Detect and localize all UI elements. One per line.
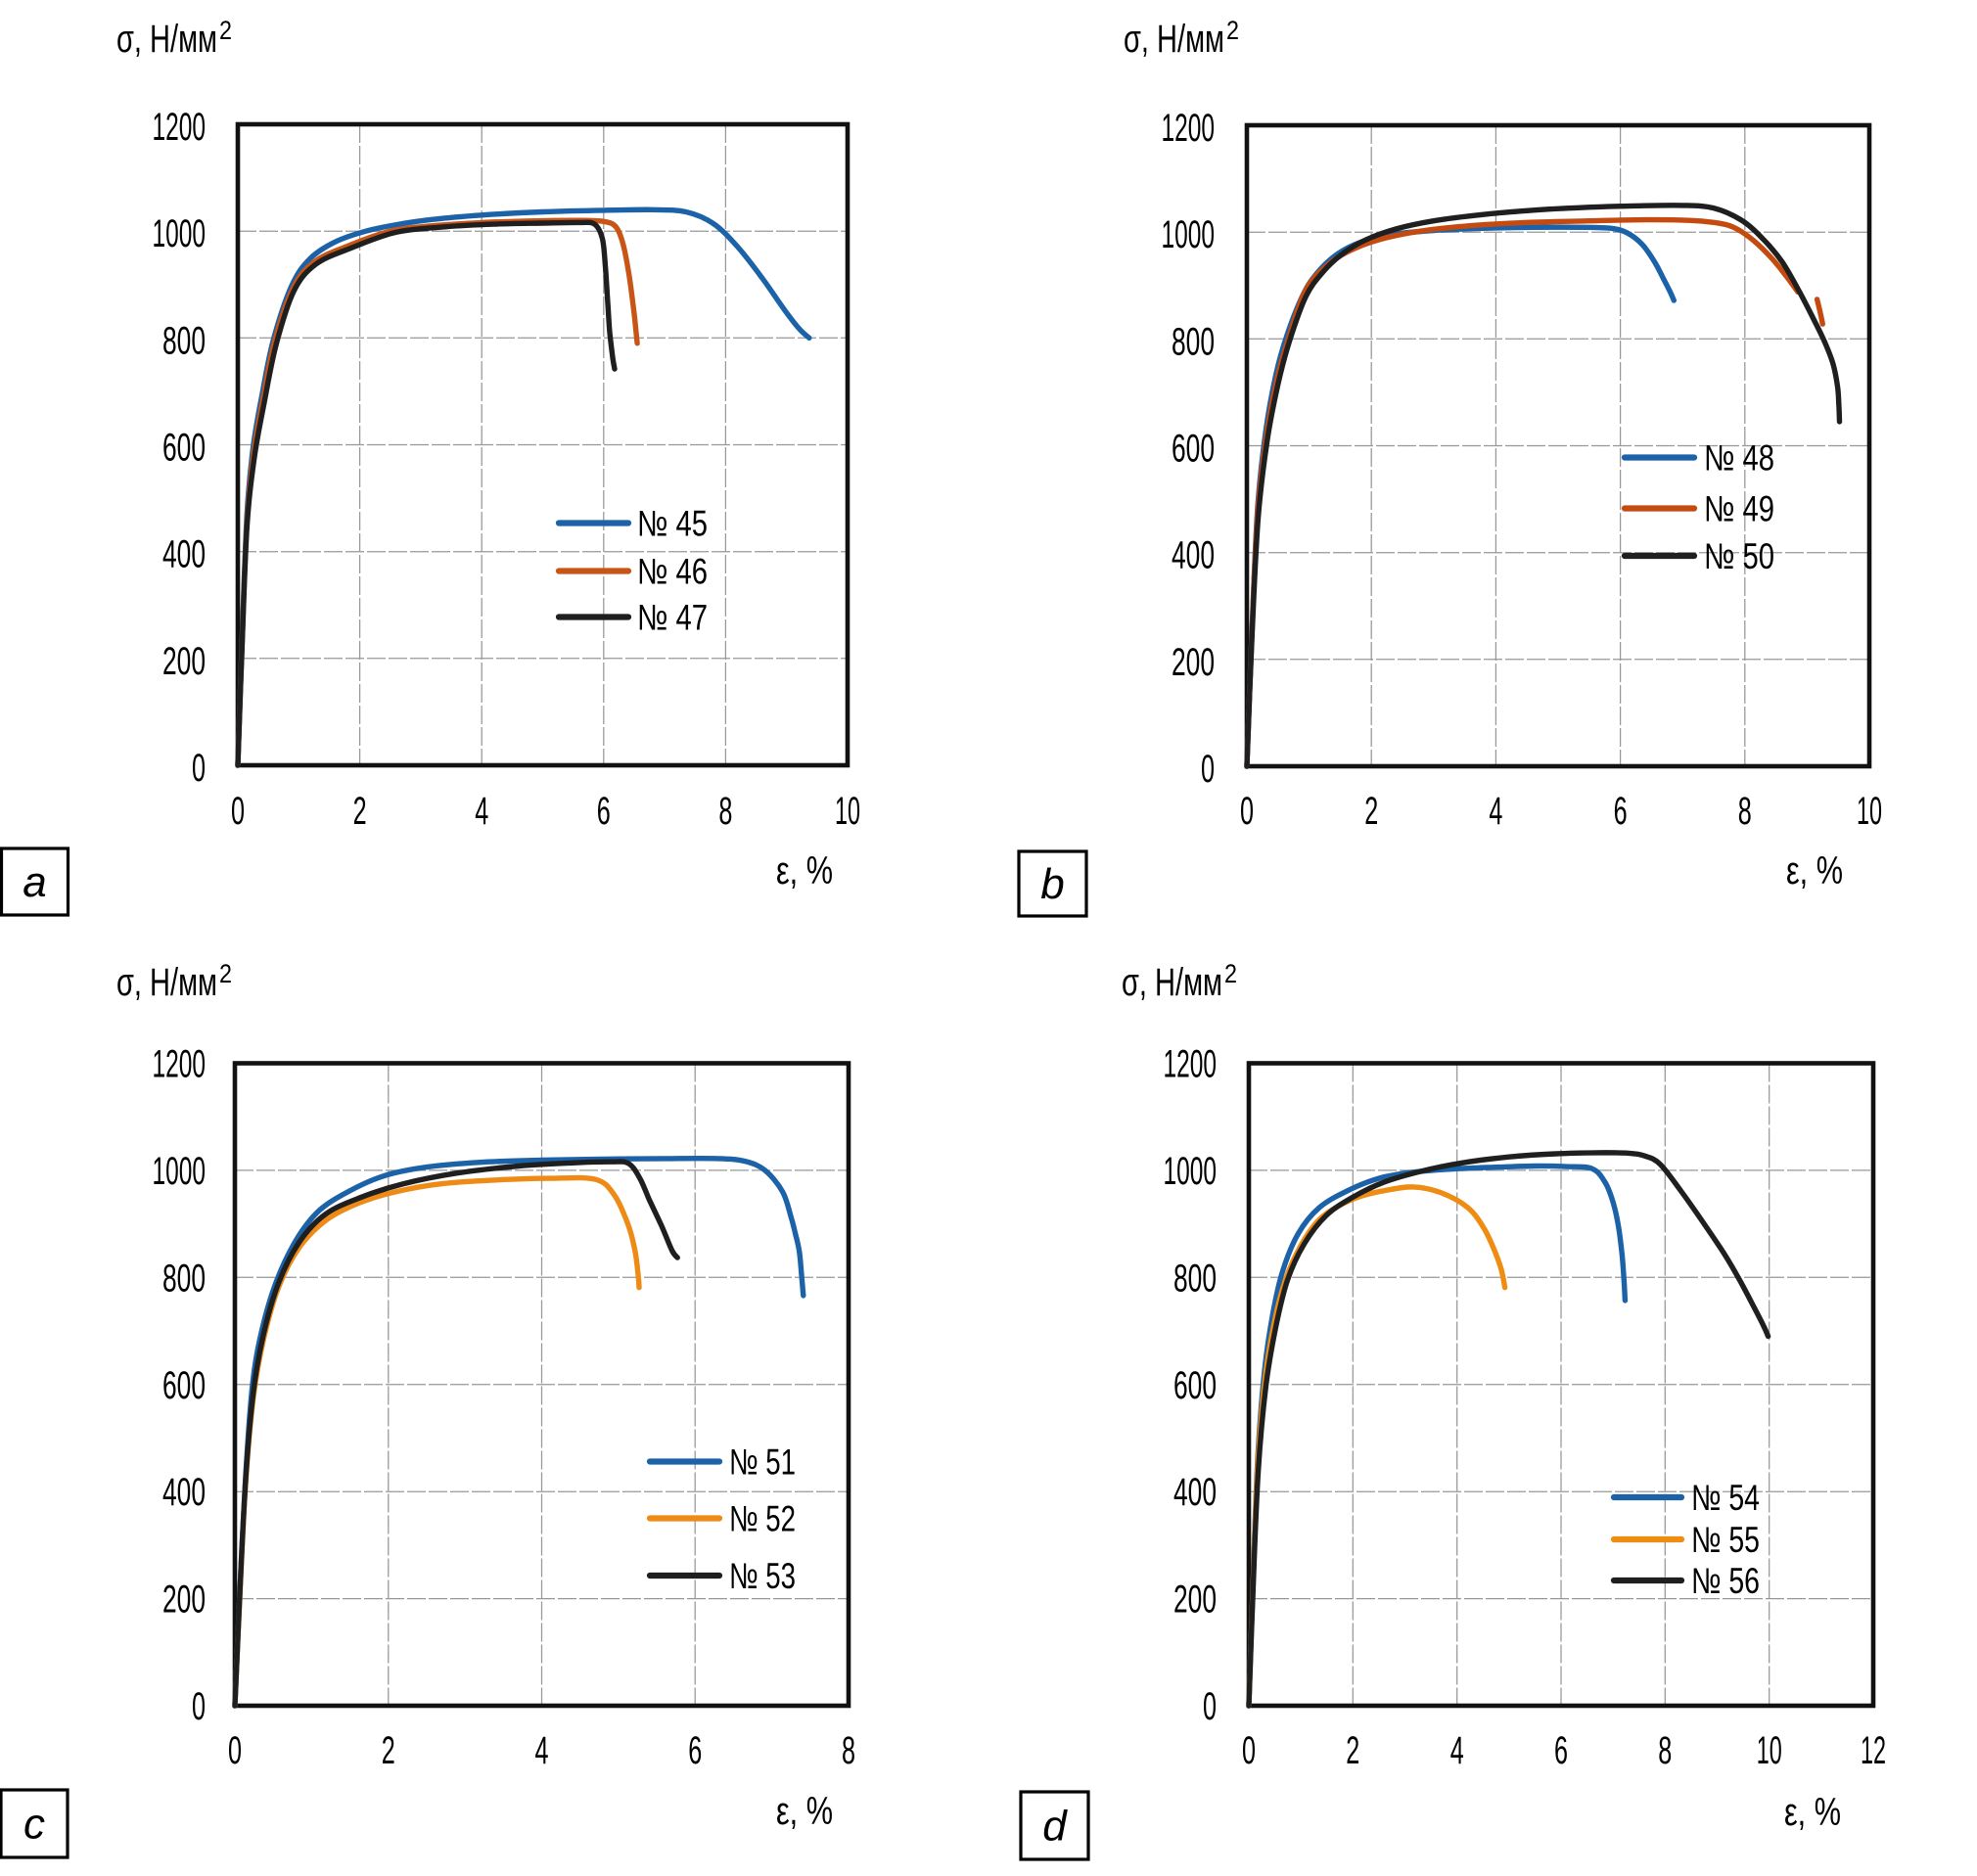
svg-text:8: 8 — [718, 790, 732, 833]
svg-text:1200: 1200 — [1164, 1043, 1218, 1086]
svg-text:2: 2 — [382, 1729, 395, 1772]
svg-text:ε, %: ε, % — [776, 849, 833, 892]
svg-text:800: 800 — [1172, 320, 1215, 363]
svg-text:4: 4 — [535, 1729, 549, 1772]
svg-text:4: 4 — [1489, 790, 1502, 833]
svg-text:ε, %: ε, % — [776, 1790, 833, 1833]
svg-text:c: c — [23, 1801, 45, 1849]
svg-text:b: b — [1040, 860, 1064, 908]
svg-text:№ 53: № 53 — [729, 1556, 796, 1596]
svg-text:12: 12 — [1861, 1729, 1886, 1772]
svg-text:8: 8 — [842, 1729, 855, 1772]
svg-text:2: 2 — [219, 959, 232, 988]
svg-text:σ, Н/мм: σ, Н/мм — [116, 961, 217, 1004]
svg-text:400: 400 — [1173, 1471, 1217, 1514]
svg-text:200: 200 — [162, 1579, 206, 1622]
svg-text:a: a — [23, 858, 46, 906]
svg-text:№ 45: № 45 — [637, 504, 708, 544]
svg-text:σ, Н/мм: σ, Н/мм — [1124, 18, 1224, 61]
svg-text:1200: 1200 — [153, 106, 207, 149]
svg-text:600: 600 — [1172, 428, 1215, 471]
svg-text:0: 0 — [1240, 790, 1254, 833]
svg-text:2: 2 — [353, 790, 367, 833]
svg-text:№ 55: № 55 — [1691, 1520, 1760, 1560]
svg-text:600: 600 — [162, 427, 206, 470]
svg-text:ε, %: ε, % — [1786, 849, 1843, 892]
svg-text:200: 200 — [1172, 641, 1215, 684]
svg-text:6: 6 — [597, 790, 611, 833]
svg-text:№ 46: № 46 — [637, 552, 708, 592]
svg-text:1000: 1000 — [1164, 1150, 1218, 1193]
svg-text:10: 10 — [1757, 1729, 1782, 1772]
svg-text:200: 200 — [162, 640, 206, 683]
svg-text:4: 4 — [475, 790, 488, 833]
svg-text:2: 2 — [219, 16, 232, 45]
svg-text:№ 48: № 48 — [1704, 438, 1774, 479]
svg-text:800: 800 — [162, 319, 206, 362]
svg-text:4: 4 — [1450, 1729, 1464, 1772]
svg-text:№ 50: № 50 — [1704, 536, 1774, 576]
svg-text:№ 49: № 49 — [1704, 489, 1774, 529]
svg-text:1000: 1000 — [153, 1150, 207, 1193]
svg-text:10: 10 — [835, 790, 860, 833]
svg-text:6: 6 — [1614, 790, 1628, 833]
svg-text:600: 600 — [1173, 1364, 1217, 1407]
svg-text:2: 2 — [1226, 16, 1239, 45]
svg-text:1000: 1000 — [153, 212, 207, 255]
svg-text:400: 400 — [1172, 534, 1215, 577]
svg-text:σ, Н/мм: σ, Н/мм — [1122, 961, 1222, 1004]
svg-text:№ 52: № 52 — [729, 1499, 796, 1539]
svg-text:600: 600 — [162, 1364, 206, 1407]
svg-text:№ 51: № 51 — [729, 1442, 796, 1483]
svg-text:8: 8 — [1658, 1729, 1672, 1772]
svg-text:0: 0 — [192, 747, 206, 790]
svg-text:№ 47: № 47 — [637, 598, 708, 638]
svg-text:0: 0 — [192, 1685, 206, 1728]
svg-text:№ 54: № 54 — [1691, 1478, 1760, 1518]
svg-text:2: 2 — [1224, 959, 1237, 988]
svg-text:№ 56: № 56 — [1691, 1561, 1760, 1601]
svg-text:2: 2 — [1346, 1729, 1359, 1772]
svg-text:0: 0 — [228, 1729, 242, 1772]
svg-text:d: d — [1042, 1803, 1068, 1851]
svg-text:400: 400 — [162, 1471, 206, 1514]
svg-text:0: 0 — [1242, 1729, 1256, 1772]
svg-text:800: 800 — [1173, 1257, 1217, 1300]
svg-text:6: 6 — [688, 1729, 702, 1772]
svg-text:1000: 1000 — [1162, 213, 1216, 256]
svg-text:0: 0 — [1203, 1685, 1217, 1728]
svg-text:1200: 1200 — [153, 1043, 207, 1086]
svg-text:6: 6 — [1554, 1729, 1568, 1772]
svg-text:8: 8 — [1738, 790, 1752, 833]
svg-text:σ, Н/мм: σ, Н/мм — [116, 18, 217, 61]
svg-text:400: 400 — [162, 533, 206, 576]
svg-text:1200: 1200 — [1162, 107, 1216, 150]
svg-text:ε, %: ε, % — [1784, 1791, 1841, 1834]
svg-text:0: 0 — [1201, 748, 1215, 791]
svg-text:2: 2 — [1364, 790, 1378, 833]
svg-text:200: 200 — [1173, 1579, 1217, 1622]
svg-text:800: 800 — [162, 1257, 206, 1300]
svg-text:10: 10 — [1857, 790, 1882, 833]
svg-text:0: 0 — [231, 790, 245, 833]
